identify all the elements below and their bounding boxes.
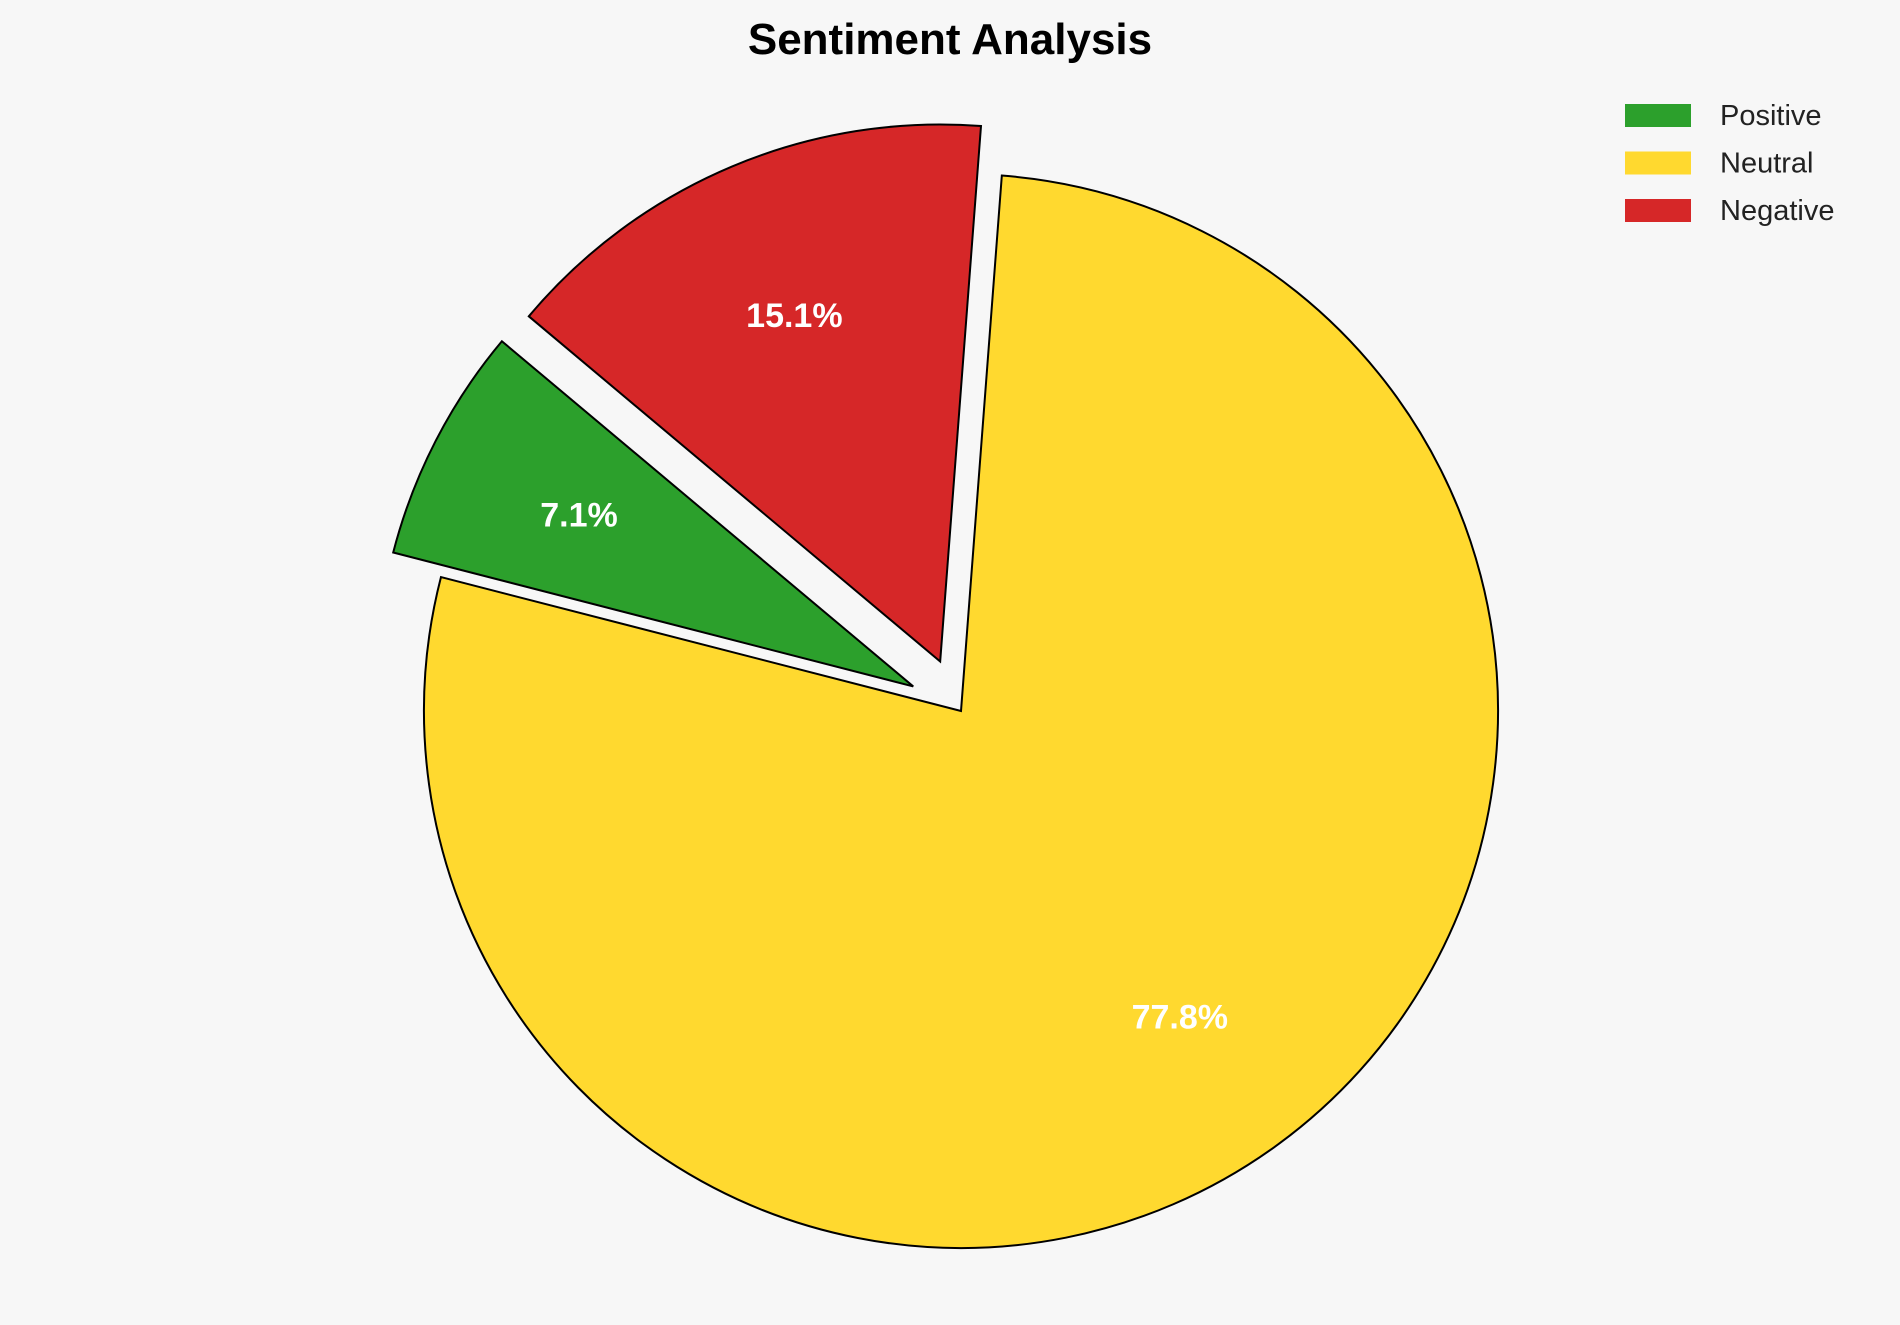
legend-swatch-positive <box>1625 104 1691 127</box>
legend-label-neutral: Neutral <box>1720 148 1814 180</box>
pie-slice-negative <box>527 123 983 664</box>
slice-label-negative: 15.1% <box>746 297 842 335</box>
legend: Positive Neutral Negative <box>1625 100 1834 227</box>
legend-swatch-neutral <box>1625 151 1691 175</box>
slice-label-neutral: 77.8% <box>1132 999 1228 1037</box>
legend-swatch-negative <box>1625 199 1691 222</box>
pie-slice-neutral <box>422 174 1499 1249</box>
chart-title: Sentiment Analysis <box>748 15 1152 64</box>
slice-label-positive: 7.1% <box>540 496 618 534</box>
legend-label-positive: Positive <box>1720 100 1822 132</box>
pie-slice-positive <box>391 339 914 688</box>
legend-label-negative: Negative <box>1720 195 1834 227</box>
